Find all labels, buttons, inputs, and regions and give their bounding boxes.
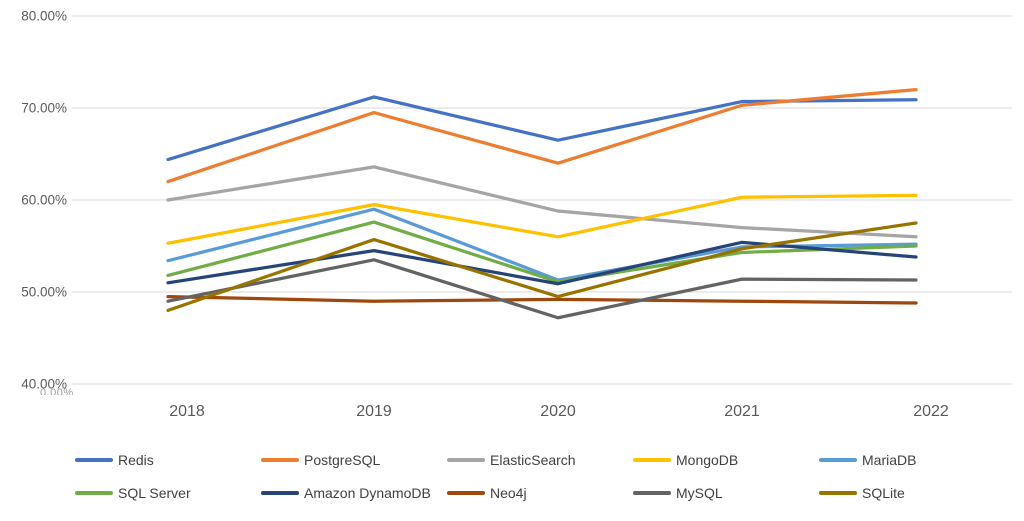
legend-label: SQL Server [118,484,191,501]
legend-line-swatch [261,457,299,462]
legend-line-swatch [447,457,485,462]
legend-line-swatch [261,490,299,495]
x-axis-label-2021: 2021 [724,403,760,420]
series-line-amazon-dynamodb [166,240,918,286]
legend: Redis PostgreSQL ElasticSearch MongoDB Maria… [75,443,1015,509]
y-axis-tick-label: 40.00% [21,376,67,392]
y-axis-tick-label: 60.00% [21,192,67,208]
legend-label: SQLite [862,484,905,501]
legend-item-postgresql: PostgreSQL [261,452,447,468]
series-line-mongodb [166,193,918,245]
legend-item-mongodb: MongoDB [633,452,819,468]
legend-item-mariadb: MariaDB [819,452,1005,468]
legend-label: PostgreSQL [304,451,381,468]
series-line-mariadb [166,207,918,282]
series-line-postgresql [166,87,918,184]
legend-item-sql-server: SQL Server [75,485,261,501]
legend-item-mysql: MySQL [633,485,819,501]
legend-label: Amazon DynamoDB [304,484,431,501]
legend-item-elasticsearch: ElasticSearch [447,452,633,468]
legend-line-swatch [633,457,671,462]
legend-label: MongoDB [676,451,739,468]
legend-line-swatch [75,490,113,495]
legend-label: Redis [118,451,154,468]
legend-line-swatch [819,457,857,462]
x-axis-label-2019: 2019 [356,403,392,420]
legend-line-swatch [447,490,485,495]
series-line-sqlite [166,221,918,313]
clipped-axis-label: 0.00% [40,387,74,395]
legend-line-swatch [633,490,671,495]
y-axis-tick-label: 70.00% [21,100,67,116]
x-axis-label-2020: 2020 [540,403,576,420]
series-line-sql-server [166,220,918,284]
legend-row: Redis PostgreSQL ElasticSearch MongoDB Maria… [75,443,1015,476]
legend-label: MariaDB [862,451,917,468]
legend-item-amazon-dynamodb: Amazon DynamoDB [261,485,447,501]
legend-line-swatch [819,490,857,495]
legend-label: MySQL [676,484,723,501]
legend-item-neo4j: Neo4j [447,485,633,501]
y-axis-tick-label: 80.00% [21,8,67,24]
legend-label: Neo4j [490,484,527,501]
legend-item-sqlite: SQLite [819,485,1005,501]
legend-item-redis: Redis [75,452,261,468]
series-line-redis [166,95,918,162]
legend-label: ElasticSearch [490,451,576,468]
series-line-neo4j [166,294,918,305]
y-axis-tick-label: 50.00% [21,284,67,300]
x-axis-label-2018: 2018 [169,403,205,420]
legend-line-swatch [75,457,113,462]
series-line-elasticsearch [166,165,918,239]
legend-row: SQL Server Amazon DynamoDB Neo4j MySQL SQLit… [75,476,1015,509]
series-line-mysql [166,258,918,320]
x-axis-label-2022: 2022 [913,403,949,420]
